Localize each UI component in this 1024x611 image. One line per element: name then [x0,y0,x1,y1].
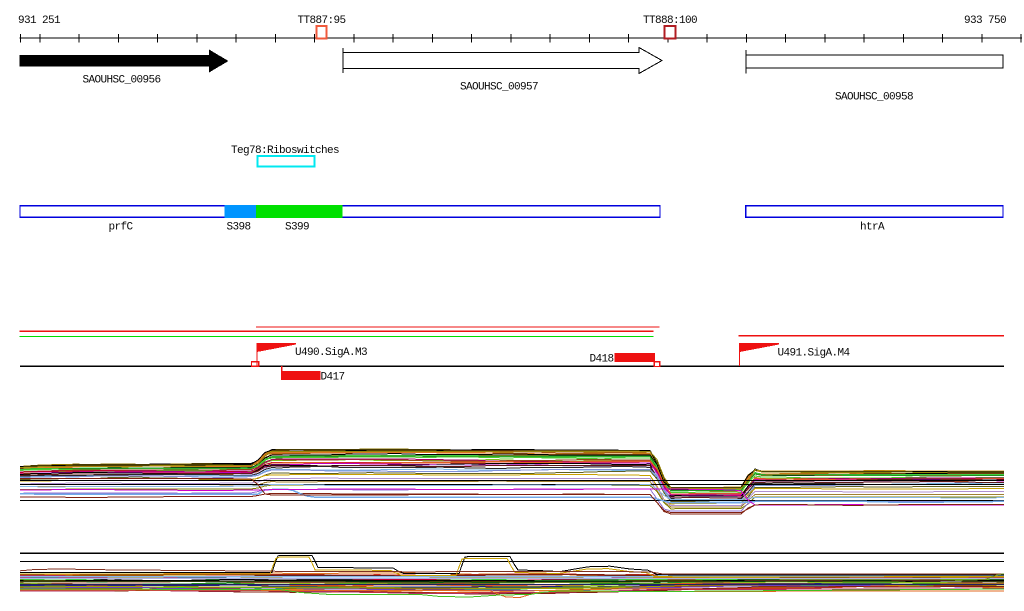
svg-text:prfC: prfC [109,222,134,234]
svg-text:TT888:100: TT888:100 [643,15,697,27]
svg-text:SAOUHSC_00957: SAOUHSC_00957 [460,82,538,94]
svg-text:htrA: htrA [860,222,885,234]
svg-text:S399: S399 [285,222,309,234]
svg-text:D417: D417 [321,372,345,384]
svg-text:U490.SigA.M3: U490.SigA.M3 [295,347,367,359]
svg-text:Teg78:Riboswitches: Teg78:Riboswitches [231,145,339,157]
svg-text:933 750: 933 750 [964,15,1006,27]
svg-text:U491.SigA.M4: U491.SigA.M4 [778,348,851,360]
svg-text:SAOUHSC_00956: SAOUHSC_00956 [83,75,161,87]
svg-text:SAOUHSC_00958: SAOUHSC_00958 [835,92,913,104]
svg-text:D418: D418 [590,354,614,366]
svg-text:931 251: 931 251 [18,15,61,27]
svg-text:TT887:95: TT887:95 [298,15,346,27]
svg-text:S398: S398 [227,222,251,234]
